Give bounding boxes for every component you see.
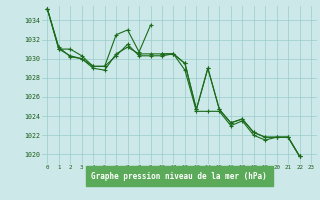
X-axis label: Graphe pression niveau de la mer (hPa): Graphe pression niveau de la mer (hPa) bbox=[91, 172, 267, 181]
